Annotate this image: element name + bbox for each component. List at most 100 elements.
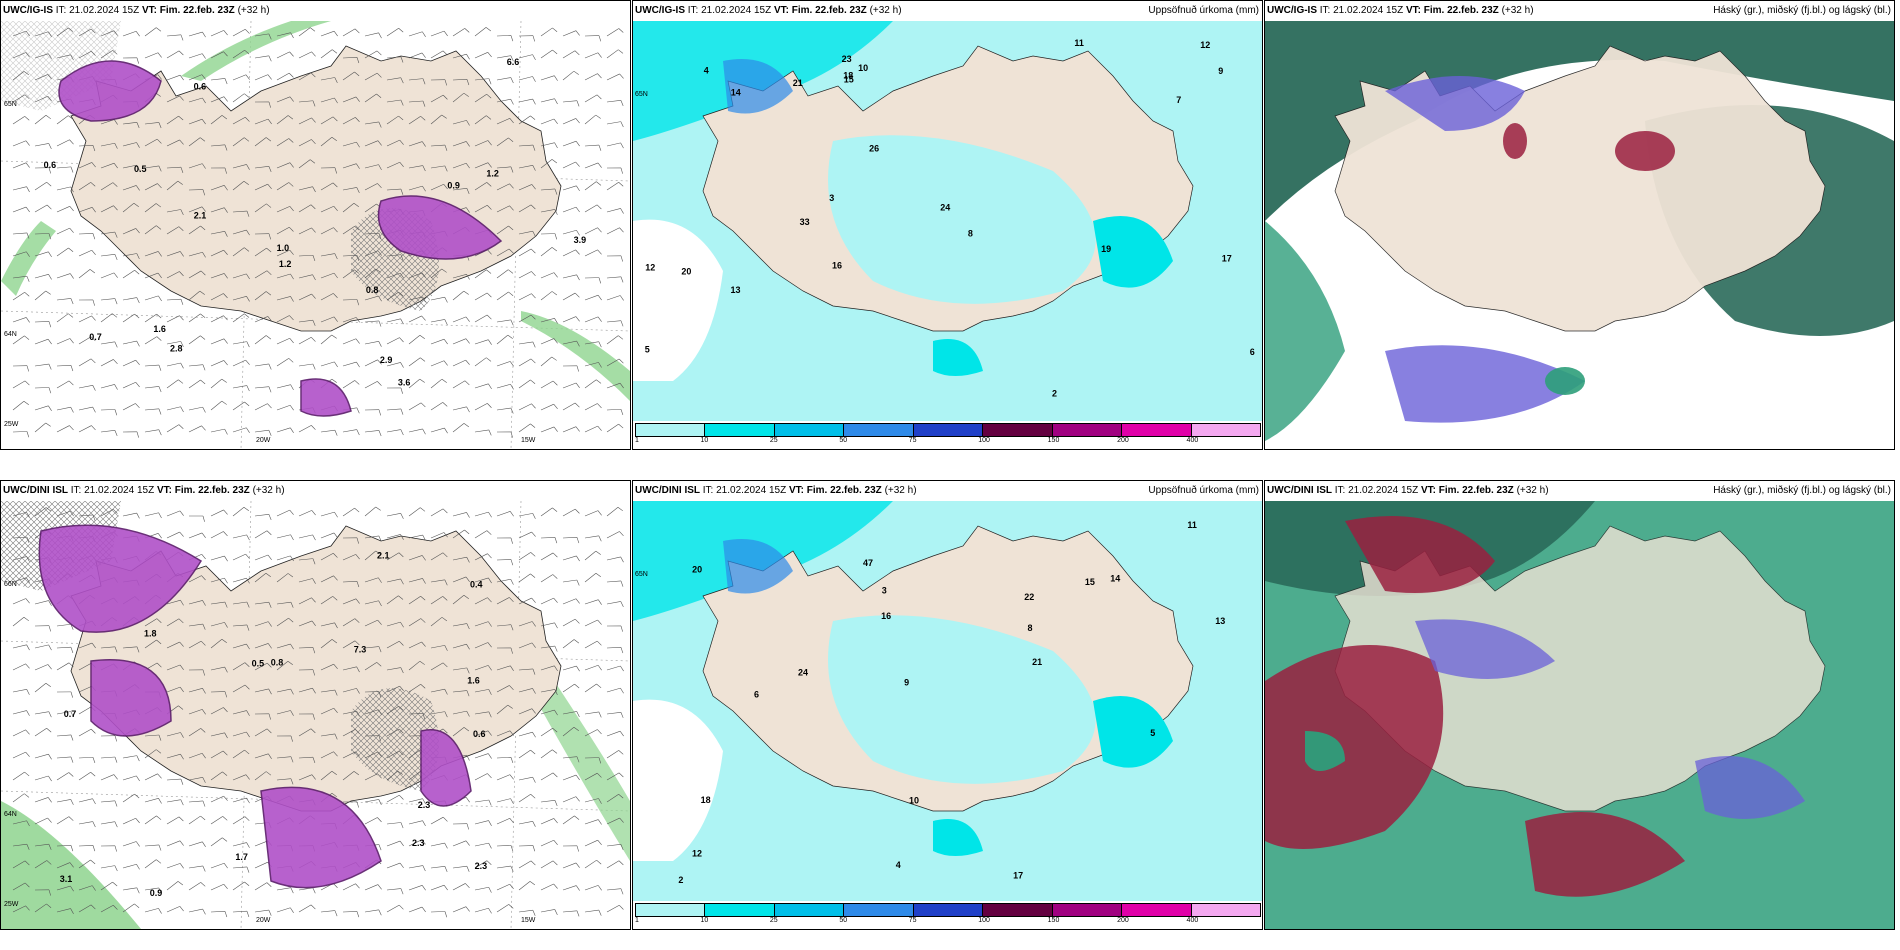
header-it-label: IT:	[70, 485, 82, 496]
precip-colorbar: 1 10 25 50 75 100 150 200 400	[635, 423, 1261, 444]
value-label: 11	[1187, 520, 1197, 530]
value-label: 4	[704, 66, 709, 76]
header-vt-label: VT:	[773, 5, 789, 16]
colorbar-swatch	[1121, 423, 1192, 437]
header-it-value: 21.02.2024 15Z	[84, 485, 155, 496]
map-panel-bottom-middle: UWC/DINI ISL IT: 21.02.2024 15Z VT: Fim.…	[632, 480, 1263, 930]
colorbar-label: 25	[769, 437, 778, 444]
header-vt-label: VT:	[1405, 5, 1421, 16]
map-svg	[1265, 21, 1894, 449]
colorbar-swatch	[982, 423, 1053, 437]
map-svg: 17 16 13 11 12 22 15 18 20 10 14 21 47 9 8 5 4 3 6 2 24	[633, 501, 1262, 901]
value-label: 13	[731, 285, 741, 295]
colorbar-swatch	[843, 903, 914, 917]
panel-header: UWC/IG-IS IT: 21.02.2024 15Z VT: Fim. 22…	[1265, 1, 1894, 21]
value-label: 1.2	[279, 259, 292, 269]
colorbar-swatch	[773, 423, 845, 437]
value-label: 19	[1101, 244, 1111, 254]
colorbar-label: 100	[978, 437, 990, 444]
value-label: 4	[896, 860, 901, 870]
value-label: 33	[800, 217, 810, 227]
value-label: 21	[1032, 657, 1042, 667]
colorbar-swatch	[982, 903, 1053, 917]
header-model: UWC/DINI ISL	[3, 485, 68, 496]
header-it-value: 21.02.2024 15Z	[1333, 5, 1404, 16]
value-labels: 3.6 0.6 1.6 0.5 1.2 2.9 3.9 2.1 1.2 2.8 0.7 0.6 1.0 0…	[44, 57, 587, 388]
value-label: 7	[1176, 95, 1181, 105]
colorbar-swatch	[704, 903, 775, 917]
value-label: 2.3	[418, 800, 431, 810]
colorbar-swatch	[912, 423, 984, 437]
value-label: 21	[793, 78, 803, 88]
value-label: 3.1	[60, 874, 73, 884]
value-label: 0.5	[134, 164, 147, 174]
colorbar-swatch	[773, 903, 845, 917]
value-label: 2	[678, 875, 683, 885]
field-title: Háský (gr.), miðský (fj.bl.) og lágský (…	[1713, 485, 1891, 496]
header-lead: (+32 h)	[869, 5, 902, 16]
panel-title: UWC/DINI ISL IT: 21.02.2024 15Z VT: Fim.…	[3, 481, 285, 501]
header-model: UWC/IG-IS	[3, 5, 53, 16]
axis-label-lat1: 65N	[635, 91, 648, 98]
axis-label-lon1: 20W	[256, 437, 271, 444]
value-label: 1.0	[277, 243, 290, 253]
header-it-value: 21.02.2024 15Z	[701, 5, 772, 16]
value-label: 0.8	[271, 658, 284, 668]
map-area	[1265, 501, 1894, 929]
panel-title: UWC/IG-IS IT: 21.02.2024 15Z VT: Fim. 22…	[3, 1, 270, 21]
header-model: UWC/DINI ISL	[635, 485, 700, 496]
colorbar-swatch	[635, 423, 706, 437]
colorbar-swatch	[843, 423, 914, 437]
header-model: UWC/IG-IS	[1267, 5, 1317, 16]
header-lead: (+32 h)	[1501, 5, 1534, 16]
value-label: 24	[798, 668, 808, 678]
value-label: 7.3	[354, 645, 367, 655]
axis-label-lat1: 65N	[635, 571, 648, 578]
value-label: 0.7	[64, 709, 77, 719]
map-panel-top-middle: UWC/IG-IS IT: 21.02.2024 15Z VT: Fim. 22…	[632, 0, 1263, 450]
colorbar-label: 400	[1186, 917, 1199, 924]
value-label: 10	[909, 795, 919, 805]
value-label: 3.6	[398, 378, 411, 388]
value-label: 1.8	[144, 628, 157, 638]
colorbar-label: 25	[769, 917, 778, 924]
header-vt-value: Fim. 22.feb. 23Z	[806, 485, 882, 496]
value-label: 11	[1074, 38, 1084, 48]
value-label: 5	[645, 344, 650, 354]
colorbar-swatch	[1051, 423, 1123, 437]
header-vt-label: VT:	[1420, 485, 1436, 496]
axis-label-lon1: 20W	[256, 917, 271, 924]
value-labels: 1.6 2.3 3.1 2.3 1.8 1.7 2.3 0.5 0.4 0.6 7.3 2.1 0.8 0…	[60, 551, 487, 899]
header-it-label: IT:	[55, 5, 67, 16]
axis-label-lon2: 15W	[521, 917, 536, 924]
panel-header: UWC/IG-IS IT: 21.02.2024 15Z VT: Fim. 22…	[633, 1, 1262, 21]
colorbar-label: 1	[635, 917, 639, 924]
value-label: 14	[731, 87, 741, 97]
value-labels: 24 12 4 3 2 7 5 6 19 12 16 20 26 17 13 11 21 23 33 8 9 10 14 15…	[645, 38, 1255, 399]
map-svg	[1265, 501, 1894, 929]
value-label: 0.5	[252, 659, 265, 669]
map-area: 24 12 4 3 2 7 5 6 19 12 16 20 26 17 13 11 21 23 33 8 9 10 14 15…	[633, 21, 1262, 449]
panel-header: UWC/IG-IS IT: 21.02.2024 15Z VT: Fim. 22…	[1, 1, 630, 21]
value-label: 8	[1028, 623, 1033, 633]
header-vt-label: VT:	[788, 485, 804, 496]
map-panel-top-right: UWC/IG-IS IT: 21.02.2024 15Z VT: Fim. 22…	[1264, 0, 1895, 450]
value-label: 0.4	[470, 580, 483, 590]
colorbar-label: 150	[1047, 917, 1060, 924]
value-label: 18	[701, 795, 711, 805]
value-labels: 17 16 13 11 12 22 15 18 20 10 14 21 47 9 8 5 4 3 6 2 24	[678, 520, 1225, 885]
header-vt-value: Fim. 22.feb. 23Z	[159, 5, 235, 16]
value-label: 6	[1250, 347, 1255, 357]
map-area: 3.6 0.6 1.6 0.5 1.2 2.9 3.9 2.1 1.2 2.8 0.7 0.6 1.0 0…	[1, 21, 630, 449]
value-label: 0.9	[447, 180, 460, 190]
value-label: 16	[881, 611, 891, 621]
colorbar-swatch	[1051, 903, 1123, 917]
map-svg: 1.6 2.3 3.1 2.3 1.8 1.7 2.3 0.5 0.4 0.6 7.3 2.1 0.8 0…	[1, 501, 630, 929]
panel-title: UWC/DINI ISL IT: 21.02.2024 15Z VT: Fim.…	[635, 481, 917, 501]
panel-header: UWC/DINI ISL IT: 21.02.2024 15Z VT: Fim.…	[1, 481, 630, 501]
header-it-value: 21.02.2024 15Z	[716, 485, 787, 496]
value-label: 2.9	[380, 355, 393, 365]
value-label: 2.1	[194, 211, 207, 221]
value-label: 5	[1150, 728, 1155, 738]
field-title: Uppsöfnuð úrkoma (mm)	[1148, 485, 1259, 496]
